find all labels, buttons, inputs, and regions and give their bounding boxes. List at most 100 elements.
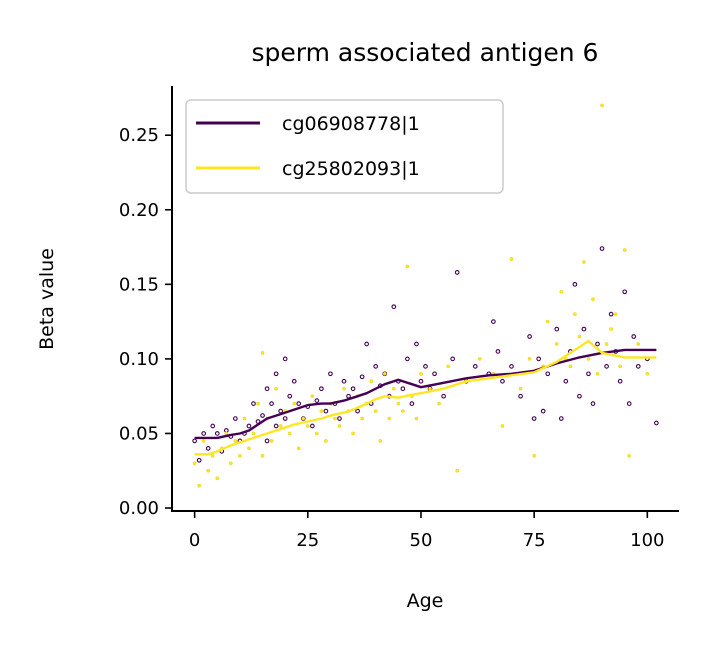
legend-box [185,99,504,194]
data-point-series-2 [582,260,586,264]
data-point-series-1 [581,326,587,332]
data-point-series-1 [273,423,279,429]
data-point-series-1 [495,349,501,354]
y-tick-label: 0.15 [119,274,159,295]
data-point-series-1 [454,270,460,275]
data-point-series-2 [396,401,401,406]
data-point-series-2 [228,461,233,466]
data-point-series-1 [432,371,437,377]
data-point-series-1 [210,423,216,429]
data-point-series-2 [532,453,536,458]
data-point-series-2 [233,439,238,443]
legend-label-series-1: cg06908778|1 [282,113,420,135]
data-point-series-2 [274,386,278,391]
data-point-series-2 [622,248,627,252]
data-point-series-1 [590,401,596,406]
data-point-series-1 [337,416,342,421]
data-point-series-2 [260,351,265,355]
data-point-series-2 [201,439,206,443]
data-point-series-2 [613,312,618,317]
data-point-series-1 [599,246,605,251]
data-point-series-1 [291,378,297,384]
y-tick-label: 0.20 [119,200,159,221]
data-point-series-2 [391,386,396,391]
data-point-series-1 [554,326,560,332]
data-point-series-2 [315,431,319,436]
y-tick-label: 0.25 [119,125,159,146]
x-tick-label: 75 [523,530,546,551]
data-point-series-1 [192,438,197,444]
data-point-series-2 [278,424,283,428]
data-point-series-1 [323,408,329,414]
data-point-series-2 [210,453,215,458]
data-point-series-1 [205,446,211,451]
data-point-series-1 [531,416,537,421]
data-point-series-2 [595,371,600,376]
data-point-series-1 [509,364,514,369]
legend-label-series-2: cg25802093|1 [282,158,420,180]
data-point-series-1 [536,356,542,362]
data-point-series-2 [373,409,378,413]
data-point-series-1 [586,371,591,377]
data-point-series-1 [654,420,659,426]
data-point-series-2 [247,446,251,451]
data-point-series-1 [418,378,424,384]
data-point-series-2 [215,476,220,481]
data-point-series-2 [401,409,405,413]
data-point-series-1 [608,311,614,317]
data-point-series-1 [527,334,532,339]
data-point-series-1 [196,457,202,463]
data-point-series-2 [260,453,265,458]
data-point-series-2 [414,416,419,421]
data-point-series-1 [414,341,419,347]
data-point-series-1 [405,356,410,362]
data-point-series-2 [342,386,346,391]
data-point-series-1 [545,371,551,377]
data-point-series-2 [287,431,292,436]
data-point-series-2 [305,424,310,428]
data-point-series-2 [360,416,364,421]
points-layer [192,103,659,488]
data-point-series-1 [341,378,347,384]
data-point-series-1 [359,374,365,380]
trend-line-series-1 [194,348,657,440]
data-point-series-1 [563,378,569,384]
data-point-series-1 [282,356,288,362]
data-point-series-2 [600,103,604,108]
data-point-series-1 [309,423,315,429]
data-point-series-2 [477,357,482,361]
data-point-series-1 [373,364,379,369]
data-point-series-2 [337,424,342,428]
data-point-series-2 [609,327,613,331]
y-tick-label: 0.00 [119,498,159,519]
chart-title: sperm associated antigen 6 [252,38,599,67]
data-point-series-1 [622,289,628,295]
x-axis-label: Age [407,590,444,612]
trend-line-series-2 [194,339,657,456]
trend-layer [194,339,657,456]
data-point-series-2 [509,257,514,261]
data-point-series-1 [604,364,609,369]
data-point-series-2 [319,409,324,413]
data-point-series-2 [636,342,641,346]
legend: cg06908778|1 cg25802093|1 [185,99,504,194]
data-point-series-2 [446,364,450,369]
data-point-series-2 [333,416,337,421]
data-point-series-1 [246,423,252,429]
data-point-series-1 [264,438,270,444]
data-point-series-1 [617,378,623,384]
y-tick-label: 0.10 [119,349,159,370]
data-point-series-2 [238,453,242,458]
data-point-series-2 [405,264,410,269]
data-point-series-2 [455,468,460,473]
data-point-series-2 [324,439,328,443]
data-point-series-1 [273,371,279,377]
data-point-series-2 [604,342,609,346]
data-point-series-1 [296,401,302,406]
data-point-series-1 [491,319,496,324]
data-point-series-1 [319,386,324,392]
data-point-series-1 [364,341,370,347]
data-point-series-1 [287,393,293,399]
data-point-series-1 [577,393,582,399]
